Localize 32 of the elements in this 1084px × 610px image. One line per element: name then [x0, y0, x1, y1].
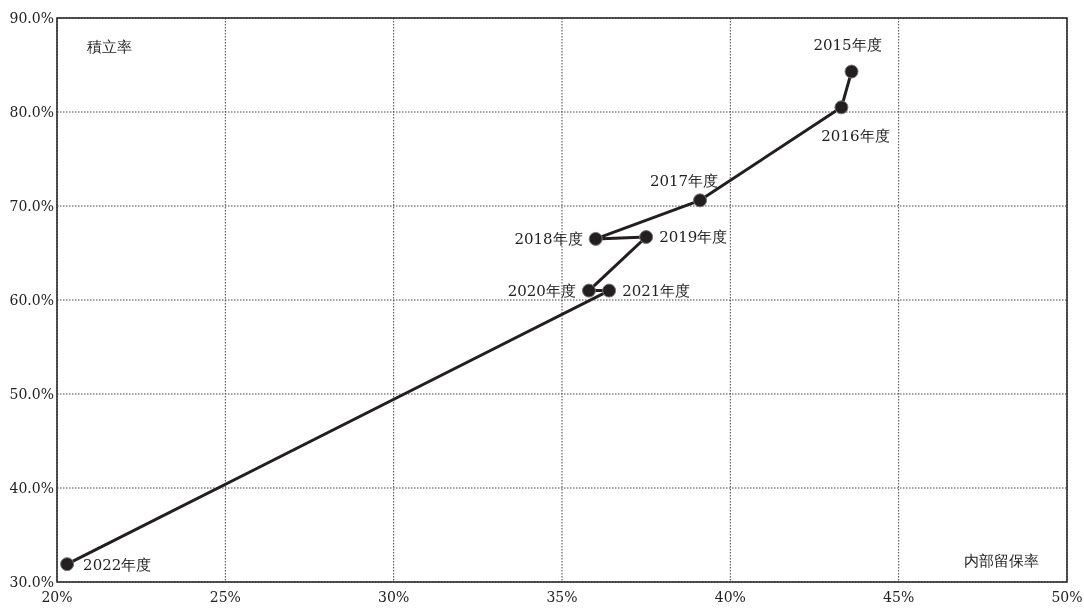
y-tick-label: 70.0%: [9, 198, 54, 214]
y-tick-label: 80.0%: [9, 104, 54, 120]
point: [60, 557, 75, 572]
point: [844, 64, 859, 79]
annotation: 2017年度: [649, 172, 719, 191]
y-tick-label: 90.0%: [9, 10, 54, 26]
point: [581, 283, 596, 298]
y-tick-label: 30.0%: [9, 574, 54, 590]
point: [588, 231, 603, 246]
point: [693, 193, 708, 208]
point: [834, 100, 849, 115]
x-tick-label: 45%: [883, 589, 915, 605]
y-tick-label: 40.0%: [9, 480, 54, 496]
x-axis-title: 内部留保率: [964, 552, 1039, 570]
x-tick-label: 20%: [41, 589, 73, 605]
annotation: 2015年度: [813, 35, 882, 54]
x-tick-label: 30%: [378, 589, 410, 605]
point: [602, 283, 617, 298]
x-tick-label: 25%: [209, 589, 241, 605]
y-tick-label: 50.0%: [9, 386, 54, 402]
x-tick-label: 40%: [714, 589, 746, 605]
x-tick-label: 50%: [1051, 589, 1083, 605]
annotation: 2019年度: [659, 228, 728, 247]
y-tick-label: 60.0%: [9, 292, 54, 308]
annotation: 2016年度: [821, 127, 890, 146]
point: [639, 230, 654, 245]
annotation: 2021年度: [622, 281, 691, 300]
annotation: 2022年度: [83, 556, 152, 575]
x-tick-label: 35%: [546, 589, 578, 605]
y-axis-title: 積立率: [87, 38, 132, 56]
annotation: 2018年度: [514, 229, 583, 248]
annotation: 2020年度: [507, 281, 576, 300]
